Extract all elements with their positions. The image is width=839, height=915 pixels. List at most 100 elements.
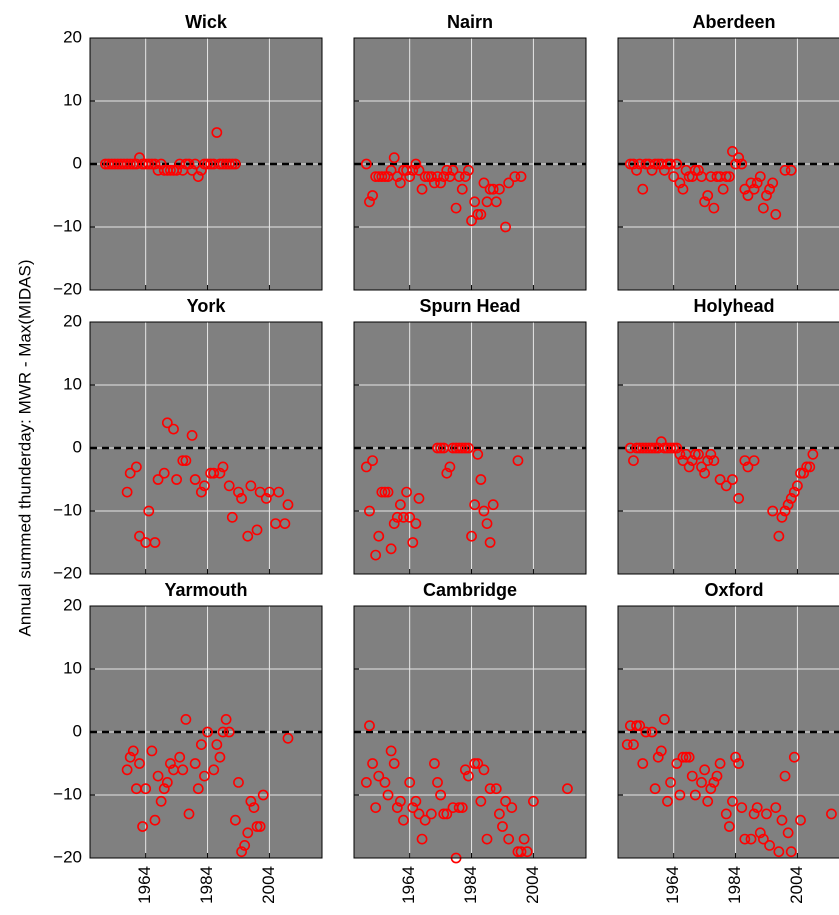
point [168, 423, 179, 435]
point [528, 795, 539, 807]
point [208, 467, 220, 479]
point [500, 795, 511, 807]
y-axis-label: Annual summed thunderday: MWR - Max(MIDA… [15, 260, 34, 637]
point [149, 814, 161, 826]
point [631, 164, 642, 176]
point [413, 492, 425, 504]
point [388, 518, 400, 529]
x-tick-label: 2004 [259, 866, 278, 904]
x-tick-label: 1964 [135, 866, 154, 904]
point [233, 486, 244, 498]
point [699, 764, 711, 776]
point [435, 442, 447, 454]
point [413, 808, 425, 820]
point [801, 461, 813, 473]
point [127, 745, 139, 757]
point [733, 492, 745, 504]
point [367, 455, 378, 466]
point [665, 442, 676, 454]
point [472, 448, 484, 460]
y-tick-label: 0 [73, 153, 82, 172]
point [257, 789, 269, 801]
point [785, 164, 797, 176]
x-tick-label: 1984 [725, 866, 744, 904]
point [689, 789, 701, 801]
point [202, 726, 213, 738]
point [826, 808, 837, 820]
point [677, 183, 689, 195]
point [407, 802, 419, 813]
point [481, 518, 493, 529]
point [373, 770, 385, 782]
point [674, 177, 686, 189]
point [518, 833, 530, 845]
point [385, 164, 397, 176]
point [621, 739, 633, 750]
point [364, 196, 375, 208]
point [388, 152, 400, 164]
point [459, 764, 471, 776]
point [143, 158, 155, 170]
point [410, 518, 422, 529]
point [736, 158, 748, 170]
point [748, 183, 760, 195]
point [671, 158, 683, 170]
point [404, 171, 416, 182]
point [459, 171, 471, 182]
point [686, 770, 698, 782]
point [134, 152, 145, 164]
point [723, 171, 735, 182]
panel-title: Oxford [704, 580, 763, 600]
point [382, 486, 394, 498]
y-tick-label: 10 [63, 658, 82, 677]
point [239, 840, 251, 851]
point [705, 783, 717, 795]
point [730, 751, 741, 763]
point [419, 814, 431, 826]
point [748, 808, 760, 820]
panel-title: Holyhead [693, 296, 774, 316]
panel [89, 37, 323, 291]
point [394, 795, 406, 807]
point [779, 164, 791, 176]
point [628, 739, 639, 750]
point [652, 751, 664, 763]
point [149, 158, 161, 170]
point [273, 486, 285, 498]
point [379, 486, 391, 498]
point [171, 474, 183, 485]
point [512, 455, 524, 466]
point [456, 442, 468, 454]
point [195, 486, 207, 498]
point [714, 758, 726, 769]
point [220, 714, 232, 725]
panel [353, 605, 587, 864]
point [233, 777, 244, 788]
point [183, 158, 195, 170]
point [165, 758, 176, 769]
point [140, 783, 152, 795]
point [708, 202, 720, 214]
point [487, 499, 499, 511]
x-tick-label: 2004 [523, 866, 542, 904]
point [680, 751, 692, 763]
point [410, 795, 422, 807]
point [807, 448, 819, 460]
point [693, 448, 704, 460]
x-tick-label: 1964 [399, 866, 418, 904]
point [683, 751, 695, 763]
point [360, 777, 372, 788]
point [689, 448, 701, 460]
point [649, 158, 661, 170]
point [646, 164, 658, 176]
point [254, 821, 266, 832]
point [500, 221, 511, 233]
point [764, 840, 775, 851]
point [435, 789, 447, 801]
plot-frame [89, 321, 323, 575]
point [137, 821, 148, 832]
point [662, 795, 673, 807]
point [404, 777, 416, 788]
point [714, 474, 726, 485]
